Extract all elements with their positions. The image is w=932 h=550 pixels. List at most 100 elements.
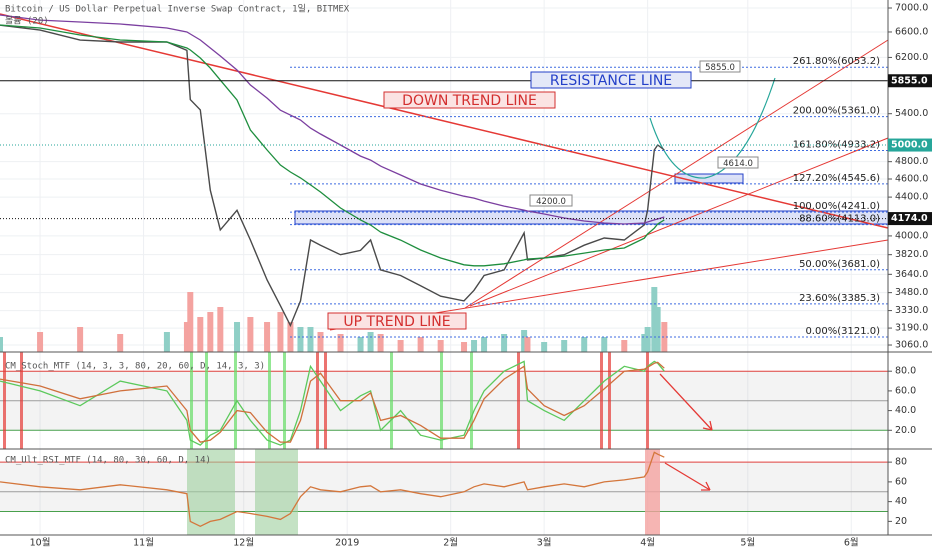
- volume-bar: [183, 322, 190, 352]
- overbought-zone: [645, 449, 660, 535]
- signal-bar: [190, 352, 193, 449]
- y-tick-label: 4800.0: [895, 156, 928, 167]
- volume-bar: [471, 340, 478, 352]
- signal-bar: [600, 352, 603, 449]
- annotation-text: UP TREND LINE: [343, 314, 450, 330]
- volume-bar: [367, 332, 374, 352]
- volume-bar: [641, 334, 648, 352]
- volume-bar: [524, 337, 531, 352]
- volume-bar: [621, 340, 628, 352]
- y-tick-label: 4000.0: [895, 230, 928, 241]
- annotation-text: 5855.0: [705, 63, 735, 73]
- arrow-head: [701, 481, 711, 491]
- series-line: [0, 14, 665, 225]
- volume-bar: [481, 337, 488, 352]
- down-trend-line: [0, 13, 889, 229]
- volume-bar: [417, 337, 424, 352]
- annotation-box: [529, 194, 573, 207]
- series-line: [0, 24, 665, 267]
- up-trend-line: [469, 137, 889, 307]
- y-tick-label: 80: [895, 457, 907, 468]
- x-tick-label: 2월: [443, 537, 458, 549]
- volume-bar: [197, 317, 204, 352]
- volume-bar: [297, 327, 304, 352]
- signal-bar: [390, 352, 393, 449]
- level-badge-label: 5000.0: [891, 140, 928, 151]
- target-zone: [674, 173, 744, 184]
- volume-bar: [501, 334, 508, 352]
- level-badge: [888, 74, 932, 88]
- volume-bar: [234, 322, 241, 352]
- fib-label: 261.80%(6053.2): [793, 56, 880, 67]
- y-tick-label: 40: [895, 496, 907, 507]
- x-tick-label: 4월: [640, 537, 655, 549]
- signal-bar: [3, 352, 6, 449]
- y-tick-label: 4600.0: [895, 174, 928, 185]
- series-line: [0, 451, 665, 528]
- signal-bar: [234, 352, 237, 449]
- volume-bar: [357, 337, 364, 352]
- volume-bar: [277, 312, 284, 352]
- projection-curve: [649, 77, 776, 179]
- signal-bar: [324, 352, 327, 449]
- fib-label: 200.00%(5361.0): [793, 106, 880, 117]
- data-layer: 261.80%(6053.2) 200.00%(5361.0) 161.80%(49…: [0, 14, 888, 528]
- arrow: [664, 462, 711, 491]
- volume-bar: [163, 332, 170, 352]
- y-tick-label: 5400.0: [895, 108, 928, 119]
- price-axis-bg: [888, 0, 932, 550]
- fib-label: 0.00%(3121.0): [805, 326, 880, 337]
- volume-bar: [37, 332, 44, 352]
- signal-bar: [440, 352, 443, 449]
- fib-label: 88.60%(4113.0): [799, 214, 880, 225]
- annotation-box: [530, 71, 692, 89]
- y-tick-label: 60.0: [895, 385, 916, 396]
- y-tick-label: 4400.0: [895, 192, 928, 203]
- y-tick-label: 40.0: [895, 405, 916, 416]
- annotation-box: [383, 91, 556, 109]
- y-tick-label: 3190.0: [895, 323, 928, 334]
- drawing-layer: [0, 13, 889, 535]
- volume-bar: [437, 340, 444, 352]
- fib-label: 23.60%(3385.3): [799, 293, 880, 304]
- y-tick-label: 3640.0: [895, 269, 928, 280]
- fib-label: 161.80%(4933.2): [793, 140, 880, 151]
- y-tick-label: 6600.0: [895, 26, 928, 37]
- annotation-text: RESISTANCE LINE: [550, 73, 672, 89]
- volume-bar: [397, 340, 404, 352]
- signal-bar: [470, 352, 473, 449]
- series-line: [0, 361, 665, 443]
- volume-bar: [307, 327, 314, 352]
- signal-bar: [316, 352, 319, 449]
- signal-bar: [20, 352, 23, 449]
- fib-label: 50.00%(3681.0): [799, 259, 880, 270]
- volume-title: 볼륨 (20): [5, 16, 49, 27]
- y-tick-label: 60: [895, 476, 907, 487]
- volume-bar: [117, 334, 124, 352]
- level-badge: [888, 212, 932, 226]
- fib-label: 127.20%(4545.6): [793, 173, 880, 184]
- fib-label: 100.00%(4241.0): [793, 201, 880, 212]
- signal-bar: [646, 352, 649, 449]
- y-tick-label: 20.0: [895, 425, 916, 436]
- annotation-box: [327, 312, 467, 330]
- y-tick-label: 3480.0: [895, 287, 928, 298]
- volume-bar: [654, 307, 661, 352]
- x-tick-label: 6월: [844, 537, 859, 549]
- annotation-text: 4200.0: [536, 197, 566, 207]
- up-trend-line: [464, 39, 889, 309]
- x-tick-label: 11월: [133, 537, 154, 549]
- band-fill: [0, 462, 888, 512]
- volume-bar: [561, 340, 568, 352]
- level-badge-label: 4174.0: [891, 213, 928, 224]
- band-fill: [0, 371, 888, 431]
- x-tick-label: 5월: [740, 537, 755, 549]
- grid-layer: [0, 0, 888, 535]
- volume-bar: [187, 292, 194, 352]
- volume-bar: [644, 327, 651, 352]
- volume-bar: [651, 287, 658, 352]
- y-tick-label: 80.0: [895, 366, 916, 377]
- volume-bar: [601, 337, 608, 352]
- chart-title: Bitcoin / US Dollar Perpetual Inverse Sw…: [5, 4, 350, 15]
